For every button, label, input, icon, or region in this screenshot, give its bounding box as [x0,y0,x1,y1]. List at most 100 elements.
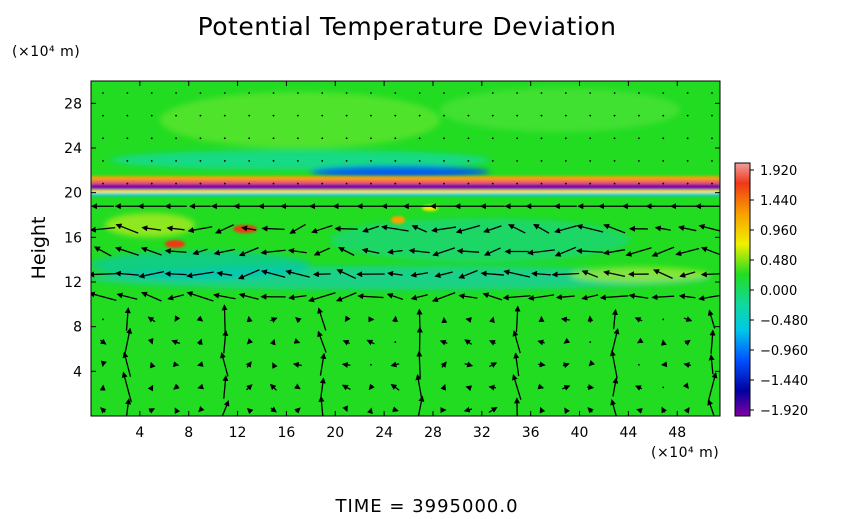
vector-dot [394,137,397,140]
vector-dot [199,137,202,140]
vector-dot [150,182,153,185]
vector-arrow [416,350,423,378]
vector-arrow [342,405,348,412]
vector-dot [248,92,251,94]
vector-dot [345,92,348,94]
vector-arrow [527,249,555,256]
field-cyan-patch-mid [330,218,630,262]
vector-dot [150,137,153,140]
vector-dot [394,114,397,117]
vector-arrow [260,249,286,256]
vector-arrow [636,408,643,414]
vector-dot [418,114,421,117]
vector-dot [248,160,251,162]
vector-arrow [341,361,351,368]
field-orange-spot [391,216,405,224]
vector-dot [223,92,226,94]
vector-dot [540,92,543,94]
vector-dot [345,137,348,140]
vector-dot [370,182,372,185]
vector-arrow [272,362,278,369]
vector-arrow [531,270,551,277]
x-tick-label: 44 [619,425,637,441]
vector-arrow [554,246,577,257]
vector-arrow [187,226,213,234]
vector-arrow [313,247,331,256]
vector-dot [443,160,445,162]
vector-field-arrows [91,92,720,416]
vector-dot [126,137,129,140]
x-tick-label: 48 [668,425,686,441]
x-tick-label: 28 [424,425,442,441]
vector-arrow [245,384,253,391]
vector-arrow [440,384,447,391]
vector-arrow [539,406,546,414]
vector-arrow [221,400,230,416]
vector-dot [589,137,592,140]
vector-dot [175,182,177,185]
vector-dot [321,182,324,185]
vector-arrow [587,384,595,391]
vector-arrow [628,293,649,300]
vector-dot [126,114,129,117]
y-tick-label: 28 [64,96,82,112]
vector-arrow [439,339,448,346]
vector-arrow [293,338,301,344]
vector-arrow [683,407,690,414]
vector-dot [662,182,665,185]
vector-arrow [222,374,229,399]
vector-arrow [564,407,570,415]
vector-dot [248,137,251,140]
vector-arrow [387,248,403,255]
vector-dot [272,92,275,94]
vector-arrow [341,384,351,391]
vector-dot [711,137,713,140]
vector-dot [394,92,397,94]
vector-arrow [502,294,531,301]
vector-arrow [289,223,306,234]
vector-arrow [488,407,498,413]
vector-dot [589,160,592,162]
vector-dot [248,182,251,185]
vector-arrow [432,247,456,257]
vector-arrow [698,223,720,232]
vector-arrow [708,354,715,375]
vector-arrow [121,371,132,403]
vector-dot [638,92,640,94]
vector-dot [613,160,616,162]
vector-dot [150,92,153,94]
vector-arrow [683,316,693,322]
colorbar-label: 0.480 [760,254,797,269]
vector-arrow [215,224,234,234]
vector-arrow [368,383,375,391]
vector-arrow [260,269,286,278]
vector-arrow [288,247,307,254]
vector-dot [296,160,299,162]
vector-arrow [512,330,521,354]
vector-arrow [174,407,181,415]
vector-dot [370,160,372,162]
vector-dot [686,160,689,162]
vector-arrow [362,225,380,233]
vector-arrow [416,308,423,330]
vector-arrow [270,317,278,323]
vector-arrow [390,361,400,368]
vector-arrow [237,269,260,280]
vector-arrow [261,225,285,232]
vector-arrow [576,223,604,233]
vector-arrow [123,327,133,356]
vector-dot [175,160,177,162]
vector-arrow [636,337,644,344]
y-tick-label: 12 [64,275,82,291]
vector-arrow [116,292,138,300]
vector-arrow [581,294,599,301]
vector-arrow [220,352,229,377]
vector-arrow [147,384,154,392]
vector-arrow [661,406,667,414]
vector-arrow [308,292,336,303]
vector-arrow [440,361,447,368]
x-tick-label: 4 [135,425,144,441]
vector-arrow [241,225,257,232]
vector-arrow [164,270,187,277]
